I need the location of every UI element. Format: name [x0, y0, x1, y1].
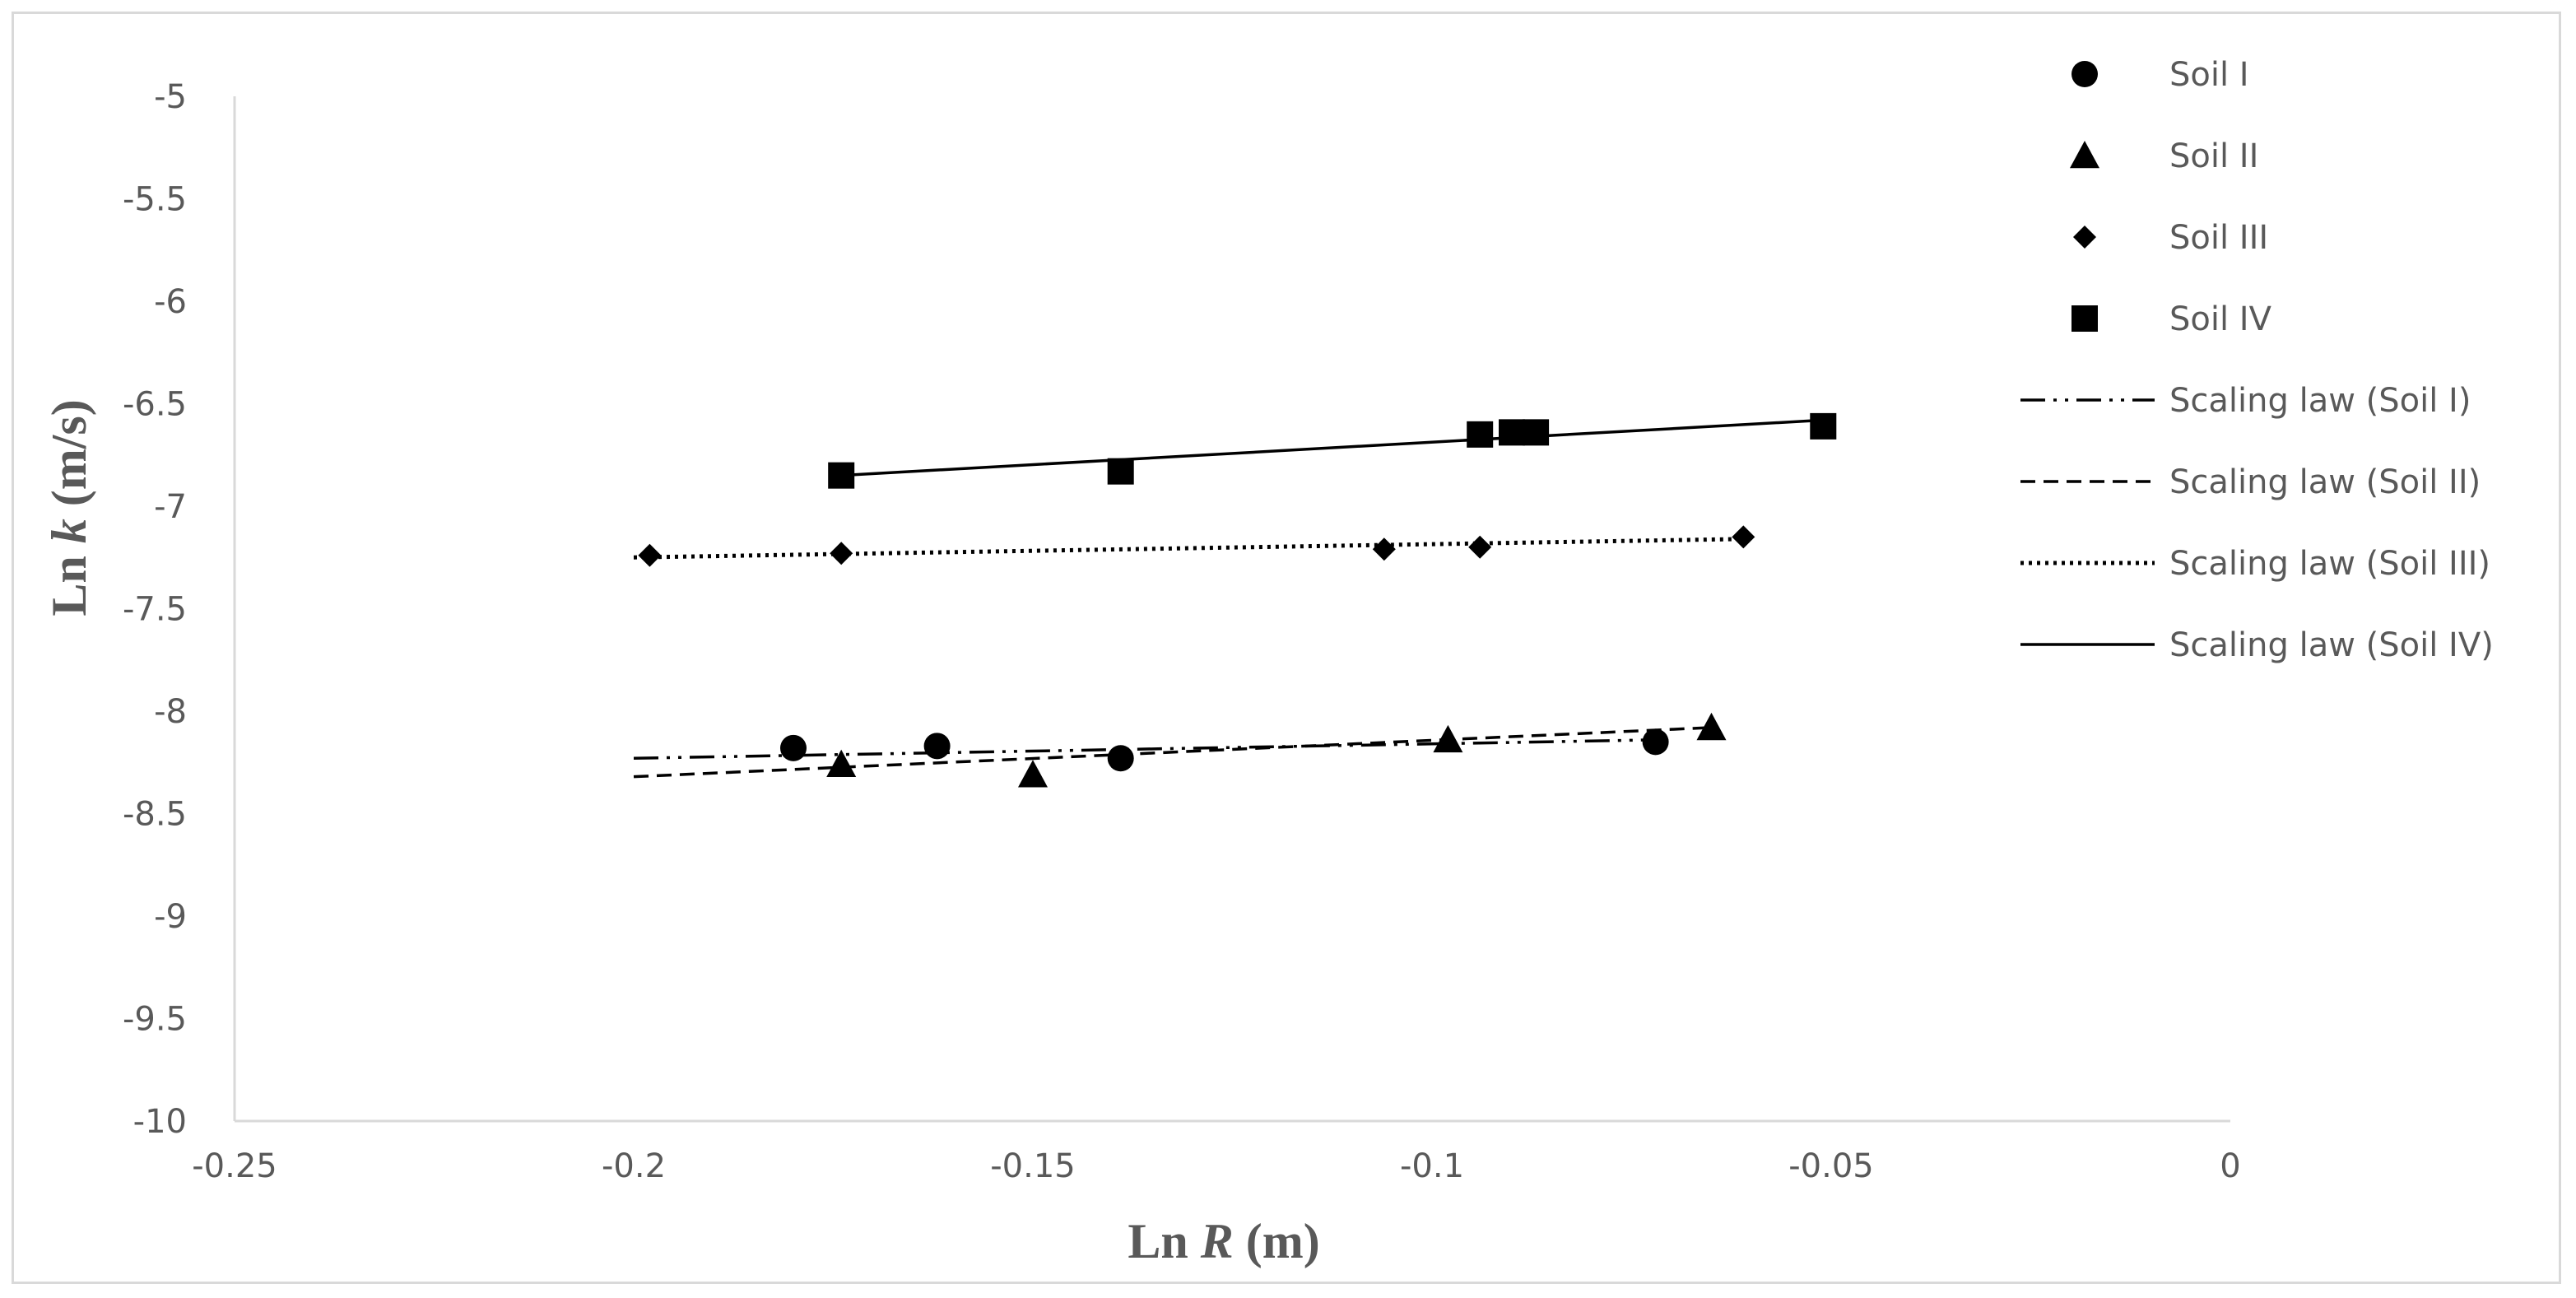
y-tick-label: -7.5	[123, 591, 187, 629]
x-axis-title-suffix: (m)	[1234, 1214, 1320, 1268]
data-point-series-3	[830, 542, 853, 565]
data-point-series-2	[1018, 760, 1048, 788]
x-axis-title-prefix: Ln	[1128, 1214, 1200, 1268]
x-tick-label: -0.05	[1788, 1147, 1874, 1185]
legend-label: Scaling law (Soil IV)	[2169, 626, 2494, 664]
y-tick-label: -8	[154, 693, 187, 731]
x-tick-label: -0.1	[1400, 1147, 1464, 1185]
legend-marker-series-1	[2071, 61, 2098, 87]
y-tick-label: -9	[154, 898, 187, 936]
legend-label: Soil II	[2169, 137, 2258, 175]
fit-line-3	[633, 537, 1744, 560]
data-point-series-3	[1468, 535, 1492, 559]
x-tick-label: -0.2	[602, 1147, 666, 1185]
data-point-series-4	[1810, 412, 1837, 440]
y-tick-label: -6	[154, 283, 187, 321]
data-point-series-4	[1107, 458, 1134, 485]
y-tick-label: -9.5	[123, 1001, 187, 1039]
data-point-series-4	[1499, 419, 1525, 446]
y-tick-label: -5	[154, 78, 187, 116]
y-axis-title-variable: k	[42, 519, 96, 543]
y-tick-label: -8.5	[123, 796, 187, 834]
y-axis-title-suffix: (m/s)	[42, 399, 96, 519]
x-axis-title: Ln R (m)	[1128, 1214, 1319, 1268]
data-point-series-3	[1372, 537, 1396, 561]
data-point-series-2	[1696, 712, 1727, 741]
legend-label: Scaling law (Soil III)	[2169, 545, 2490, 583]
data-point-series-1	[1642, 728, 1669, 756]
x-tick-label: 0	[2220, 1147, 2240, 1185]
data-point-series-1	[780, 734, 807, 761]
x-axis-title-variable: R	[1200, 1214, 1234, 1268]
legend-label: Soil I	[2169, 56, 2249, 94]
legend-label: Scaling law (Soil II)	[2169, 463, 2481, 501]
fit-lines	[633, 418, 1824, 779]
data-point-series-3	[1732, 525, 1755, 549]
legend-marker-series-2	[2070, 141, 2099, 169]
y-tick-label: -10	[133, 1103, 187, 1141]
x-tick-label: -0.25	[192, 1147, 277, 1185]
legend-marker-series-3	[2073, 226, 2096, 249]
data-point-series-2	[1433, 724, 1463, 753]
y-tick-label: -5.5	[123, 181, 187, 219]
y-axis-title-prefix: Ln	[42, 543, 96, 616]
data-point-series-4	[1523, 419, 1550, 446]
data-point-series-1	[923, 733, 951, 760]
y-axis-title: Ln k (m/s)	[42, 399, 96, 616]
chart-frame	[12, 12, 2561, 1284]
x-tick-label: -0.15	[990, 1147, 1076, 1185]
data-point-series-4	[828, 462, 855, 489]
data-point-series-4	[1467, 421, 1494, 448]
legend: Soil I Soil II Soil III Soil IV Scaling law …	[2020, 56, 2494, 664]
y-tick-label: -7	[154, 488, 187, 526]
fit-line-2	[633, 726, 1712, 779]
legend-label: Soil III	[2169, 219, 2268, 257]
data-point-series-3	[638, 543, 662, 567]
data-point-series-1	[1107, 745, 1134, 772]
legend-marker-series-4	[2071, 305, 2098, 332]
axes: -0.25 -0.2 -0.15 -0.1 -0.05 0 -5 -5.5 -6 -6.5 -7 -7…	[123, 78, 2241, 1185]
fit-line-4	[841, 418, 1824, 477]
data-point-series-2	[826, 749, 857, 778]
y-tick-label: -6.5	[123, 386, 187, 424]
legend-label: Soil IV	[2169, 300, 2272, 338]
legend-label: Scaling law (Soil I)	[2169, 382, 2471, 420]
data-points	[638, 412, 1837, 788]
